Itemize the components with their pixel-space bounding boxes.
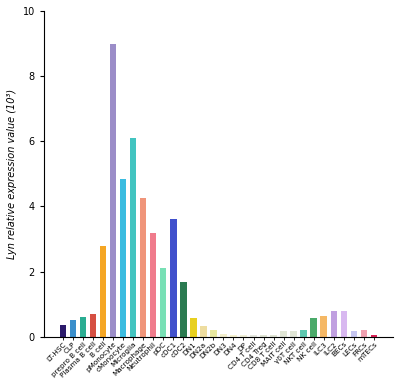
- Y-axis label: Lyn relative expression value (10³): Lyn relative expression value (10³): [7, 89, 17, 259]
- Bar: [330, 311, 337, 337]
- Bar: [240, 335, 247, 337]
- Bar: [350, 331, 357, 337]
- Bar: [270, 335, 277, 337]
- Bar: [190, 318, 196, 337]
- Bar: [361, 330, 367, 337]
- Bar: [371, 335, 377, 337]
- Bar: [130, 138, 136, 337]
- Bar: [300, 330, 307, 337]
- Bar: [140, 198, 146, 337]
- Bar: [280, 331, 287, 337]
- Bar: [250, 335, 257, 337]
- Bar: [60, 325, 66, 337]
- Bar: [220, 334, 227, 337]
- Bar: [200, 327, 207, 337]
- Bar: [290, 331, 297, 337]
- Bar: [170, 220, 176, 337]
- Bar: [210, 330, 217, 337]
- Bar: [180, 283, 186, 337]
- Bar: [80, 317, 86, 337]
- Bar: [260, 335, 267, 337]
- Bar: [340, 311, 347, 337]
- Bar: [110, 44, 116, 337]
- Bar: [120, 179, 126, 337]
- Bar: [70, 320, 76, 337]
- Bar: [100, 245, 106, 337]
- Bar: [230, 335, 237, 337]
- Bar: [90, 314, 96, 337]
- Bar: [320, 316, 327, 337]
- Bar: [160, 268, 166, 337]
- Bar: [150, 232, 156, 337]
- Bar: [310, 318, 317, 337]
